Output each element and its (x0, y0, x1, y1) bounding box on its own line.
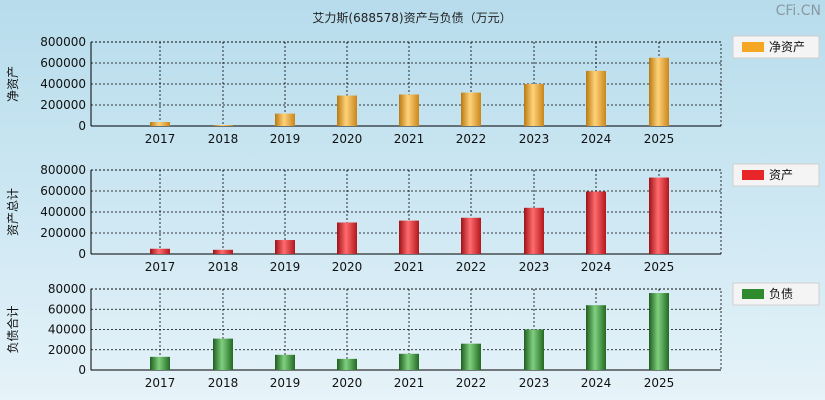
x-tick-label: 2018 (208, 132, 239, 146)
legend-swatch (742, 170, 764, 180)
y-tick-label: 800000 (40, 35, 86, 49)
bar-2022[interactable] (461, 343, 481, 370)
y-tick-label: 200000 (40, 98, 86, 112)
bar-2018[interactable] (213, 338, 233, 370)
x-tick-label: 2023 (519, 260, 550, 274)
bar-2021[interactable] (399, 353, 419, 370)
x-tick-label: 2025 (644, 260, 675, 274)
y-tick-label: 200000 (40, 226, 86, 240)
x-tick-label: 2021 (394, 260, 425, 274)
legend-box (732, 282, 820, 306)
x-tick-label: 2018 (208, 260, 239, 274)
bar-2019[interactable] (275, 240, 295, 254)
bar-2019[interactable] (275, 113, 295, 126)
legend-box (732, 163, 820, 187)
x-tick-label: 2017 (145, 132, 176, 146)
bar-2025[interactable] (649, 293, 669, 370)
bar-2022[interactable] (461, 92, 481, 126)
chart-panel-2: 800000 600000 400000 200000 0 2017 2018 2019 202… (6, 163, 820, 274)
y-tick-label: 800000 (40, 163, 86, 177)
y-tick-label: 600000 (40, 184, 86, 198)
bar-2024[interactable] (586, 191, 606, 254)
bar-2018[interactable] (213, 249, 233, 254)
x-tick-label: 2019 (270, 260, 301, 274)
legend-swatch (742, 42, 764, 52)
bar-2021[interactable] (399, 94, 419, 127)
y-tick-label: 0 (78, 247, 86, 261)
legend-label: 资产 (769, 168, 793, 182)
y-tick-label: 600000 (40, 56, 86, 70)
bar-2023[interactable] (524, 207, 544, 254)
x-tick-label: 2017 (145, 376, 176, 390)
bar-2024[interactable] (586, 305, 606, 370)
x-tick-label: 2021 (394, 376, 425, 390)
bar-2017[interactable] (150, 122, 170, 126)
chart-title: 艾力斯(688578)资产与负债（万元） (312, 11, 511, 25)
x-tick-label: 2023 (519, 376, 550, 390)
x-tick-label: 2020 (332, 132, 363, 146)
x-tick-label: 2019 (270, 376, 301, 390)
x-tick-label: 2021 (394, 132, 425, 146)
bar-2025[interactable] (649, 57, 669, 126)
bar-2017[interactable] (150, 248, 170, 254)
chart-panel-3: 80000 60000 40000 20000 0 2017 2018 2019 2020 202… (5, 282, 820, 390)
y-tick-label: 0 (78, 119, 86, 133)
y-axis-label: 资产总计 (6, 188, 20, 236)
y-axis-label: 净资产 (6, 66, 20, 102)
x-tick-label: 2024 (581, 260, 612, 274)
x-tick-label: 2025 (644, 376, 675, 390)
y-tick-label: 0 (78, 363, 86, 377)
bar-2020[interactable] (337, 95, 357, 126)
legend-box (732, 35, 820, 59)
y-tick-label: 40000 (48, 323, 86, 337)
y-tick-label: 80000 (48, 282, 86, 296)
bar-2023[interactable] (524, 329, 544, 371)
y-axis-label: 负债合计 (5, 305, 20, 353)
bar-2021[interactable] (399, 220, 419, 254)
legend-label: 负债 (769, 287, 793, 301)
y-tick-label: 400000 (40, 205, 86, 219)
y-tick-label: 400000 (40, 77, 86, 91)
x-tick-label: 2017 (145, 260, 176, 274)
x-tick-label: 2019 (270, 132, 301, 146)
x-tick-label: 2022 (456, 132, 487, 146)
bar-2023[interactable] (524, 84, 544, 126)
legend-label: 净资产 (769, 40, 805, 54)
x-tick-label: 2025 (644, 132, 675, 146)
x-tick-label: 2023 (519, 132, 550, 146)
watermark-text: CFi.CN (776, 3, 821, 19)
x-tick-label: 2020 (332, 376, 363, 390)
x-tick-label: 2024 (581, 132, 612, 146)
bar-2020[interactable] (337, 222, 357, 255)
legend-swatch (742, 289, 764, 299)
bar-2019[interactable] (275, 354, 295, 370)
x-tick-label: 2020 (332, 260, 363, 274)
bar-2022[interactable] (461, 217, 481, 254)
bar-2020[interactable] (337, 358, 357, 370)
bar-2025[interactable] (649, 177, 669, 254)
x-tick-label: 2018 (208, 376, 239, 390)
x-tick-label: 2022 (456, 260, 487, 274)
bar-2017[interactable] (150, 356, 170, 370)
chart-panel-1: 800000 600000 400000 200000 0 2017 2018 2019 202… (6, 35, 820, 146)
y-tick-label: 20000 (48, 343, 86, 357)
bar-2024[interactable] (586, 70, 606, 126)
y-tick-label: 60000 (48, 302, 86, 316)
x-tick-label: 2022 (456, 376, 487, 390)
bar-2018[interactable] (213, 125, 233, 126)
x-tick-label: 2024 (581, 376, 612, 390)
